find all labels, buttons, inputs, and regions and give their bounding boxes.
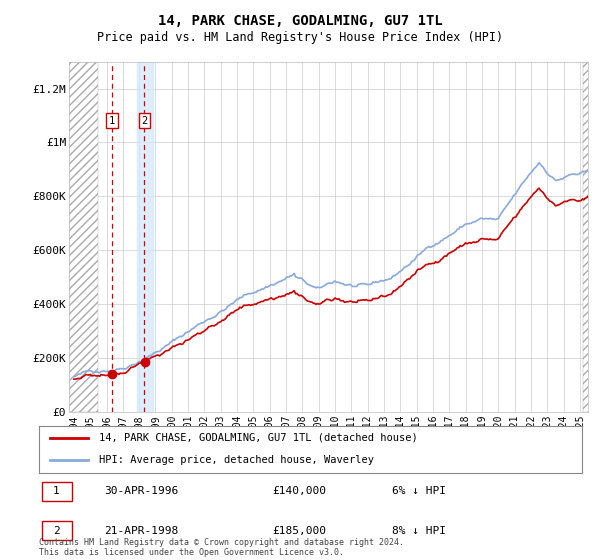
Bar xyxy=(137,62,153,412)
Text: 1: 1 xyxy=(53,487,60,496)
Text: Price paid vs. HM Land Registry's House Price Index (HPI): Price paid vs. HM Land Registry's House … xyxy=(97,31,503,44)
Text: 14, PARK CHASE, GODALMING, GU7 1TL (detached house): 14, PARK CHASE, GODALMING, GU7 1TL (deta… xyxy=(99,432,418,442)
Text: 2: 2 xyxy=(141,116,148,126)
Text: 21-APR-1998: 21-APR-1998 xyxy=(104,526,178,535)
Text: 6% ↓ HPI: 6% ↓ HPI xyxy=(392,487,446,496)
Text: Contains HM Land Registry data © Crown copyright and database right 2024.
This d: Contains HM Land Registry data © Crown c… xyxy=(39,538,404,557)
Text: 8% ↓ HPI: 8% ↓ HPI xyxy=(392,526,446,535)
Text: 1: 1 xyxy=(109,116,115,126)
Text: 30-APR-1996: 30-APR-1996 xyxy=(104,487,178,496)
Text: 14, PARK CHASE, GODALMING, GU7 1TL: 14, PARK CHASE, GODALMING, GU7 1TL xyxy=(158,14,442,28)
FancyBboxPatch shape xyxy=(42,482,71,501)
Text: HPI: Average price, detached house, Waverley: HPI: Average price, detached house, Wave… xyxy=(99,455,374,465)
Text: £185,000: £185,000 xyxy=(272,526,326,535)
FancyBboxPatch shape xyxy=(42,521,71,540)
Text: £140,000: £140,000 xyxy=(272,487,326,496)
Text: 2: 2 xyxy=(53,526,60,535)
